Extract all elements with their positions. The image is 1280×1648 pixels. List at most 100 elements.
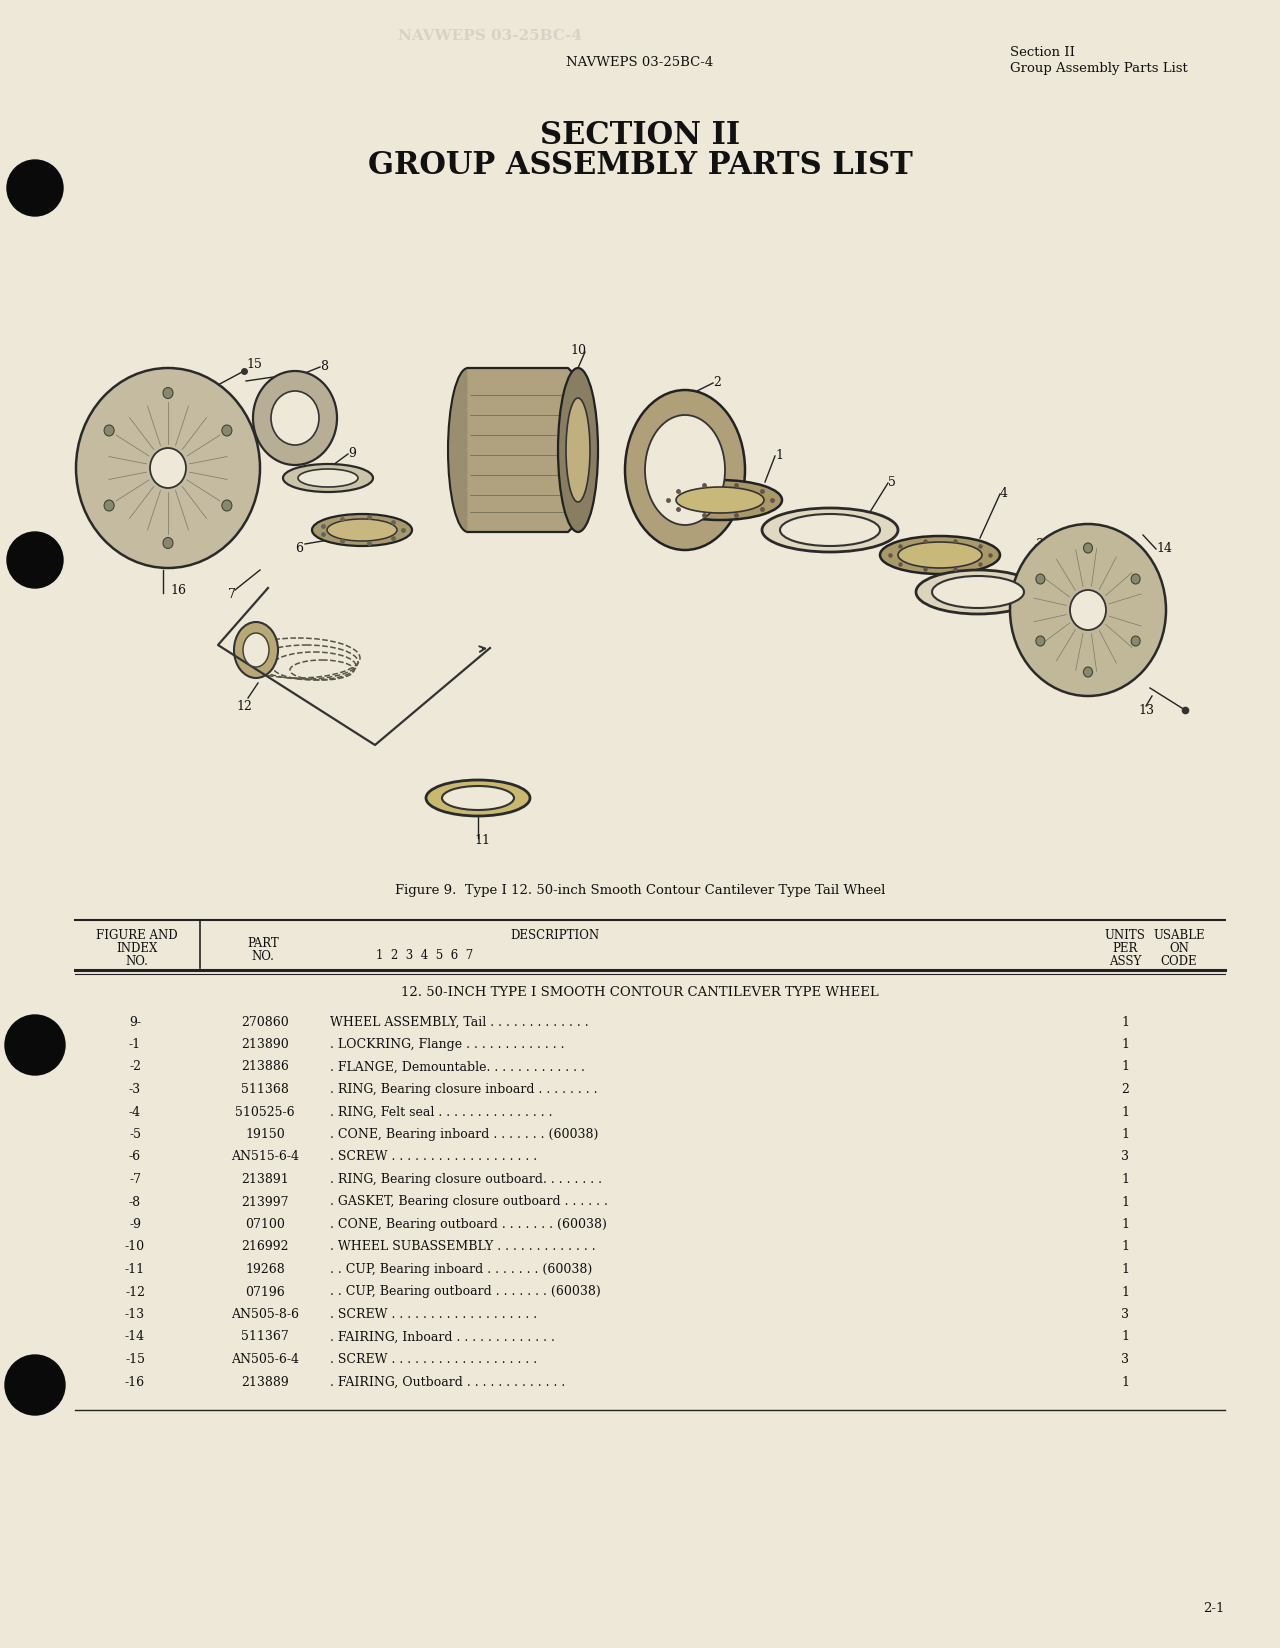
Text: 1: 1 — [1121, 1262, 1129, 1276]
Text: 16: 16 — [170, 583, 186, 597]
Ellipse shape — [271, 391, 319, 445]
Text: UNITS: UNITS — [1105, 928, 1146, 941]
Text: 8: 8 — [320, 359, 328, 372]
Text: -2: -2 — [129, 1061, 141, 1073]
Ellipse shape — [326, 519, 397, 541]
Text: . GASKET, Bearing closure outboard . . . . . .: . GASKET, Bearing closure outboard . . .… — [330, 1195, 608, 1208]
Text: 3: 3 — [1121, 1150, 1129, 1163]
Text: . CONE, Bearing inboard . . . . . . . (60038): . CONE, Bearing inboard . . . . . . . (6… — [330, 1127, 598, 1140]
Text: 19268: 19268 — [246, 1262, 285, 1276]
Ellipse shape — [298, 470, 358, 488]
Ellipse shape — [780, 514, 881, 545]
Circle shape — [5, 1355, 65, 1416]
Text: 1: 1 — [1121, 1330, 1129, 1343]
Text: 213890: 213890 — [241, 1038, 289, 1051]
Text: . RING, Felt seal . . . . . . . . . . . . . . .: . RING, Felt seal . . . . . . . . . . . … — [330, 1106, 553, 1119]
Text: -14: -14 — [125, 1330, 145, 1343]
Ellipse shape — [899, 542, 982, 569]
Text: PART: PART — [247, 936, 279, 949]
Text: AN505-8-6: AN505-8-6 — [230, 1309, 300, 1322]
Text: NAVWEPS 03-25BC-4: NAVWEPS 03-25BC-4 — [566, 56, 714, 69]
Text: 511368: 511368 — [241, 1083, 289, 1096]
Ellipse shape — [104, 425, 114, 437]
Text: -4: -4 — [129, 1106, 141, 1119]
Text: -8: -8 — [129, 1195, 141, 1208]
Ellipse shape — [1083, 667, 1093, 677]
Text: SECTION II: SECTION II — [540, 120, 740, 150]
Text: 7: 7 — [228, 588, 236, 602]
Text: Figure 9.  Type I 12. 50-inch Smooth Contour Cantilever Type Tail Wheel: Figure 9. Type I 12. 50-inch Smooth Cont… — [394, 883, 886, 897]
Text: . RING, Bearing closure outboard. . . . . . . .: . RING, Bearing closure outboard. . . . … — [330, 1173, 602, 1187]
Ellipse shape — [448, 368, 488, 532]
Ellipse shape — [426, 780, 530, 816]
Text: . RING, Bearing closure inboard . . . . . . . .: . RING, Bearing closure inboard . . . . … — [330, 1083, 598, 1096]
Text: Group Assembly Parts List: Group Assembly Parts List — [1010, 61, 1188, 74]
Text: USABLE: USABLE — [1153, 928, 1204, 941]
Ellipse shape — [163, 387, 173, 399]
Ellipse shape — [221, 499, 232, 511]
Polygon shape — [468, 368, 588, 532]
Text: 1: 1 — [1121, 1285, 1129, 1299]
Text: CODE: CODE — [1161, 954, 1197, 967]
Text: 270860: 270860 — [241, 1015, 289, 1028]
Text: 2: 2 — [1121, 1083, 1129, 1096]
Text: 1: 1 — [1121, 1127, 1129, 1140]
Text: 1: 1 — [1121, 1376, 1129, 1389]
Text: 11: 11 — [474, 834, 490, 847]
Text: DESCRIPTION: DESCRIPTION — [511, 928, 599, 941]
Text: . FLANGE, Demountable. . . . . . . . . . . . .: . FLANGE, Demountable. . . . . . . . . .… — [330, 1061, 585, 1073]
Ellipse shape — [645, 415, 724, 526]
Text: -6: -6 — [129, 1150, 141, 1163]
Text: 2-1: 2-1 — [1203, 1602, 1225, 1615]
Text: 213886: 213886 — [241, 1061, 289, 1073]
Ellipse shape — [558, 368, 598, 532]
Text: -15: -15 — [125, 1353, 145, 1366]
Text: 510525-6: 510525-6 — [236, 1106, 294, 1119]
Text: 15: 15 — [246, 358, 262, 371]
Text: AN515-6-4: AN515-6-4 — [230, 1150, 300, 1163]
Ellipse shape — [150, 448, 186, 488]
Text: . . CUP, Bearing outboard . . . . . . . (60038): . . CUP, Bearing outboard . . . . . . . … — [330, 1285, 600, 1299]
Text: -3: -3 — [129, 1083, 141, 1096]
Text: -12: -12 — [125, 1285, 145, 1299]
Ellipse shape — [1070, 590, 1106, 630]
Text: . LOCKRING, Flange . . . . . . . . . . . . .: . LOCKRING, Flange . . . . . . . . . . .… — [330, 1038, 564, 1051]
Text: INDEX: INDEX — [116, 941, 157, 954]
Text: ON: ON — [1169, 941, 1189, 954]
Text: . FAIRING, Inboard . . . . . . . . . . . . .: . FAIRING, Inboard . . . . . . . . . . .… — [330, 1330, 554, 1343]
Text: . CONE, Bearing outboard . . . . . . . (60038): . CONE, Bearing outboard . . . . . . . (… — [330, 1218, 607, 1231]
Text: 07196: 07196 — [246, 1285, 285, 1299]
Text: -9: -9 — [129, 1218, 141, 1231]
Text: 213997: 213997 — [241, 1195, 289, 1208]
Text: PER: PER — [1112, 941, 1138, 954]
Text: 1: 1 — [1121, 1241, 1129, 1254]
Text: . SCREW . . . . . . . . . . . . . . . . . . .: . SCREW . . . . . . . . . . . . . . . . … — [330, 1150, 538, 1163]
Ellipse shape — [1036, 574, 1044, 583]
Text: FIGURE AND: FIGURE AND — [96, 928, 178, 941]
Text: . FAIRING, Outboard . . . . . . . . . . . . .: . FAIRING, Outboard . . . . . . . . . . … — [330, 1376, 566, 1389]
Text: -10: -10 — [125, 1241, 145, 1254]
Text: 216992: 216992 — [241, 1241, 289, 1254]
Ellipse shape — [1083, 542, 1093, 554]
Text: ASSY: ASSY — [1108, 954, 1142, 967]
Text: 6: 6 — [294, 542, 303, 554]
Text: 1: 1 — [774, 448, 783, 461]
Text: -16: -16 — [125, 1376, 145, 1389]
Ellipse shape — [566, 399, 590, 503]
Text: 19150: 19150 — [246, 1127, 285, 1140]
Ellipse shape — [762, 508, 899, 552]
Text: AN505-6-4: AN505-6-4 — [230, 1353, 300, 1366]
Ellipse shape — [221, 425, 232, 437]
Ellipse shape — [1132, 636, 1140, 646]
Text: 4: 4 — [1000, 486, 1009, 499]
Ellipse shape — [658, 480, 782, 521]
Ellipse shape — [1010, 524, 1166, 695]
Text: . . CUP, Bearing inboard . . . . . . . (60038): . . CUP, Bearing inboard . . . . . . . (… — [330, 1262, 593, 1276]
Text: 1: 1 — [1121, 1038, 1129, 1051]
Text: . SCREW . . . . . . . . . . . . . . . . . . .: . SCREW . . . . . . . . . . . . . . . . … — [330, 1353, 538, 1366]
Ellipse shape — [243, 633, 269, 667]
Text: 1: 1 — [1121, 1061, 1129, 1073]
Circle shape — [6, 532, 63, 588]
Text: -13: -13 — [125, 1309, 145, 1322]
Ellipse shape — [76, 368, 260, 569]
